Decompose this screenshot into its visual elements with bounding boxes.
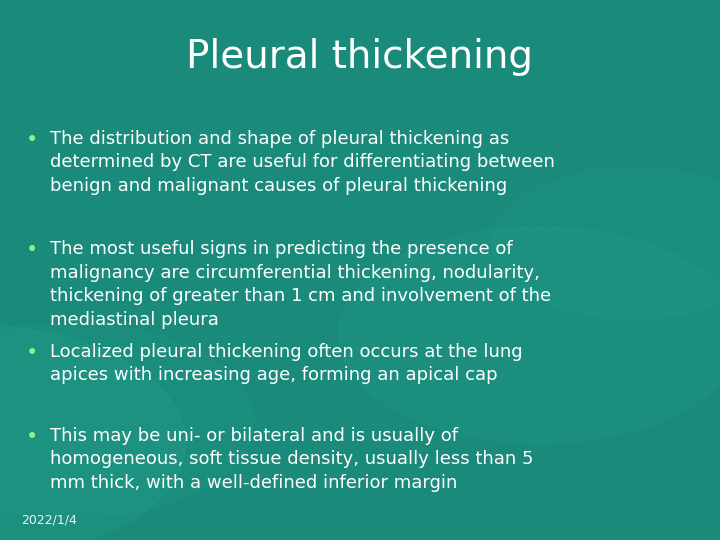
Text: •: • bbox=[26, 130, 39, 150]
Text: 2022/1/4: 2022/1/4 bbox=[22, 514, 78, 526]
Text: The most useful signs in predicting the presence of
malignancy are circumferenti: The most useful signs in predicting the … bbox=[50, 240, 552, 329]
Text: This may be uni- or bilateral and is usually of
homogeneous, soft tissue density: This may be uni- or bilateral and is usu… bbox=[50, 427, 534, 492]
Text: •: • bbox=[26, 240, 39, 260]
Text: •: • bbox=[26, 343, 39, 363]
Polygon shape bbox=[338, 227, 720, 443]
Text: •: • bbox=[26, 427, 39, 447]
Polygon shape bbox=[0, 324, 186, 540]
Polygon shape bbox=[492, 167, 720, 319]
Text: Pleural thickening: Pleural thickening bbox=[186, 38, 534, 76]
Polygon shape bbox=[0, 324, 253, 518]
Text: The distribution and shape of pleural thickening as
determined by CT are useful : The distribution and shape of pleural th… bbox=[50, 130, 555, 195]
Text: Localized pleural thickening often occurs at the lung
apices with increasing age: Localized pleural thickening often occur… bbox=[50, 343, 523, 384]
